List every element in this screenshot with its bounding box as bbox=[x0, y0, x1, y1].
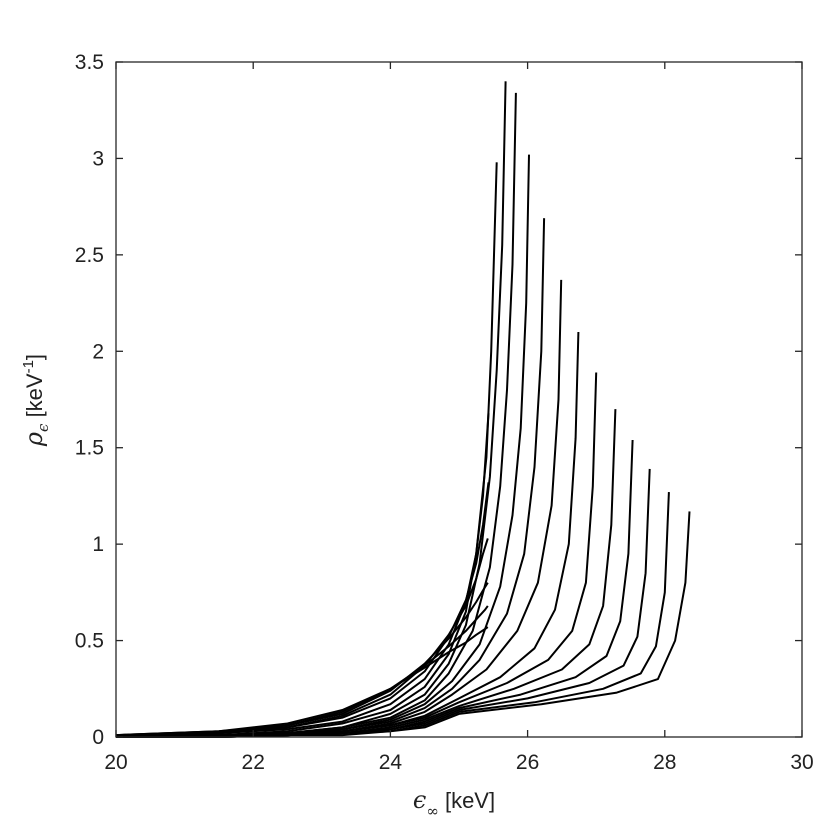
series-line-4 bbox=[115, 538, 489, 737]
series-line-11 bbox=[115, 218, 546, 738]
y-axis-unit-exponent: -1 bbox=[20, 360, 37, 373]
x-axis-label: ϵ∞ [keV] bbox=[413, 786, 495, 820]
series-line-3 bbox=[115, 582, 489, 737]
y-tick-label-5: 2 bbox=[92, 340, 104, 363]
y-tick-label-6: 2.5 bbox=[75, 244, 104, 267]
x-axis-subscript: ∞ bbox=[426, 802, 439, 820]
series-line-5 bbox=[115, 482, 490, 737]
series-layer bbox=[115, 81, 691, 738]
y-tick-label-1: 0 bbox=[92, 726, 104, 749]
series-line-1 bbox=[115, 626, 489, 737]
y-axis-symbol: ρ bbox=[20, 432, 48, 447]
y-axis-subscript: ϵ bbox=[34, 423, 52, 432]
series-line-7 bbox=[115, 162, 498, 738]
plot-frame bbox=[115, 61, 803, 738]
series-line-10 bbox=[115, 154, 530, 738]
x-tick-label-3: 24 bbox=[379, 751, 403, 774]
x-tick-label-4: 26 bbox=[516, 751, 539, 774]
y-tick-label-3: 1 bbox=[92, 533, 104, 556]
y-tick-label-4: 1.5 bbox=[75, 437, 104, 460]
series-line-18 bbox=[116, 492, 670, 738]
y-tick-label-8: 3.5 bbox=[75, 51, 104, 74]
x-tick-label-5: 28 bbox=[653, 751, 676, 774]
x-axis-unit: [keV] bbox=[439, 788, 495, 813]
series-line-6 bbox=[115, 412, 490, 738]
x-axis-symbol: ϵ bbox=[413, 786, 426, 814]
y-axis-unit-suffix: ] bbox=[22, 354, 47, 360]
y-axis-unit-prefix: [keV bbox=[22, 373, 47, 423]
ticks-layer: 20 22 24 26 28 30 0 0.5 1 1.5 2 2.5 3 3.5 bbox=[75, 51, 814, 774]
series-line-19 bbox=[116, 511, 691, 738]
y-tick-label-7: 3 bbox=[92, 147, 104, 170]
x-tick-label-2: 22 bbox=[242, 751, 265, 774]
y-tick-label-2: 0.5 bbox=[75, 630, 104, 653]
series-line-17 bbox=[116, 468, 651, 738]
x-tick-label-1: 20 bbox=[104, 751, 127, 774]
y-axis-label: ρϵ [keV-1] bbox=[20, 354, 52, 447]
x-tick-label-6: 30 bbox=[790, 751, 813, 774]
series-line-12 bbox=[115, 279, 563, 738]
